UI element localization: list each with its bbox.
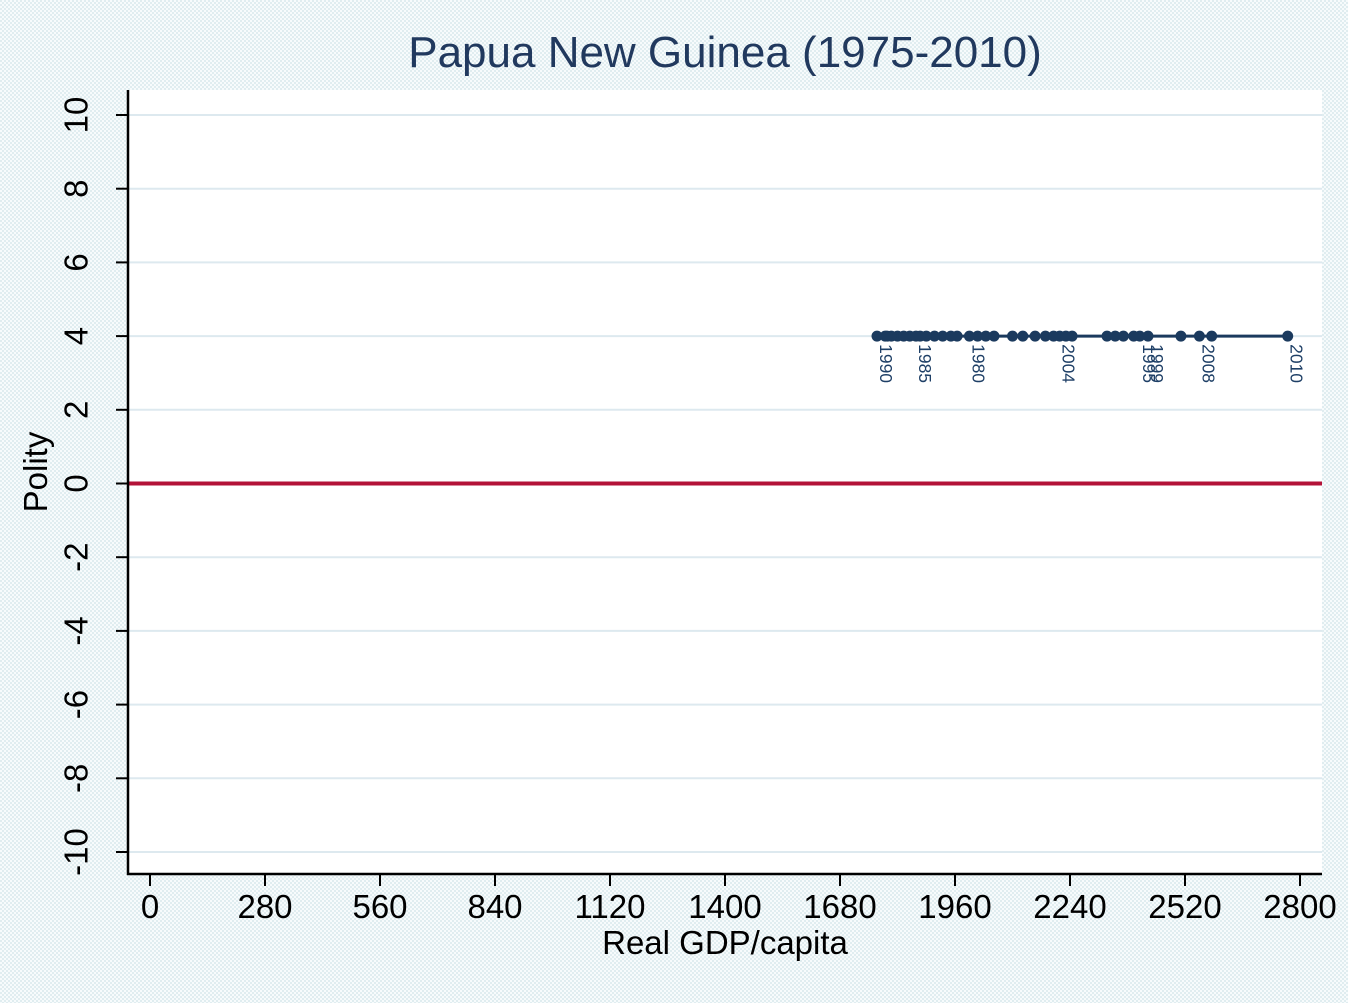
data-point [937, 330, 949, 342]
x-tick-label: 840 [467, 888, 522, 925]
data-point [1142, 330, 1154, 342]
data-point [1175, 330, 1187, 342]
data-point [972, 330, 984, 342]
data-point [963, 330, 975, 342]
data-point [881, 330, 893, 342]
y-tick-label: -8 [58, 764, 95, 793]
chart-title: Papua New Guinea (1975-2010) [408, 28, 1042, 77]
data-point [1109, 330, 1121, 342]
y-tick-label: 8 [58, 180, 95, 198]
x-tick-label: 280 [237, 888, 292, 925]
x-tick-label: 2800 [1263, 888, 1336, 925]
y-tick-label: 2 [58, 401, 95, 419]
data-point [1007, 330, 1018, 342]
x-tick-label: 0 [141, 888, 159, 925]
data-point [1039, 330, 1051, 342]
x-tick-label: 1960 [918, 888, 991, 925]
y-tick-label: -6 [58, 690, 95, 719]
year-label: 1980 [968, 344, 988, 383]
data-point [1128, 330, 1140, 342]
data-point [1117, 330, 1129, 342]
y-tick-label: 0 [58, 474, 95, 492]
data-point [988, 330, 1000, 342]
x-tick-label: 560 [352, 888, 407, 925]
data-point [929, 330, 940, 342]
data-point [914, 330, 926, 342]
year-label: 2004 [1059, 344, 1079, 383]
y-tick-label: -10 [58, 828, 95, 876]
data-point [1101, 330, 1113, 342]
x-tick-label: 1120 [575, 888, 646, 925]
year-label: 1999 [1147, 344, 1167, 383]
data-point [945, 330, 957, 342]
y-tick-label: 4 [58, 327, 95, 345]
year-label: 1995 [1139, 344, 1159, 383]
data-point [1206, 330, 1218, 342]
data-point [980, 330, 992, 342]
x-tick-label: 1680 [803, 888, 876, 925]
year-label: 1990 [876, 344, 896, 383]
y-tick-label: 6 [58, 253, 95, 271]
data-point [1017, 330, 1029, 342]
data-point [1282, 330, 1294, 342]
year-label: 2008 [1198, 344, 1218, 383]
data-point [1060, 330, 1072, 342]
y-tick-label: -2 [58, 543, 95, 572]
y-axis-title: Polity [17, 431, 54, 513]
data-point [1048, 330, 1060, 342]
year-label: 1985 [915, 344, 935, 383]
year-label: 2010 [1287, 344, 1307, 383]
y-tick-label: -4 [58, 616, 95, 645]
data-point [871, 330, 883, 342]
x-axis-title: Real GDP/capita [602, 924, 848, 961]
x-tick-label: 2240 [1033, 888, 1106, 925]
data-point [1193, 330, 1205, 342]
x-tick-label: 1400 [688, 888, 761, 925]
data-point [1029, 330, 1041, 342]
data-point [898, 330, 910, 342]
y-tick-label: 10 [58, 97, 95, 134]
x-tick-label: 2520 [1148, 888, 1221, 925]
